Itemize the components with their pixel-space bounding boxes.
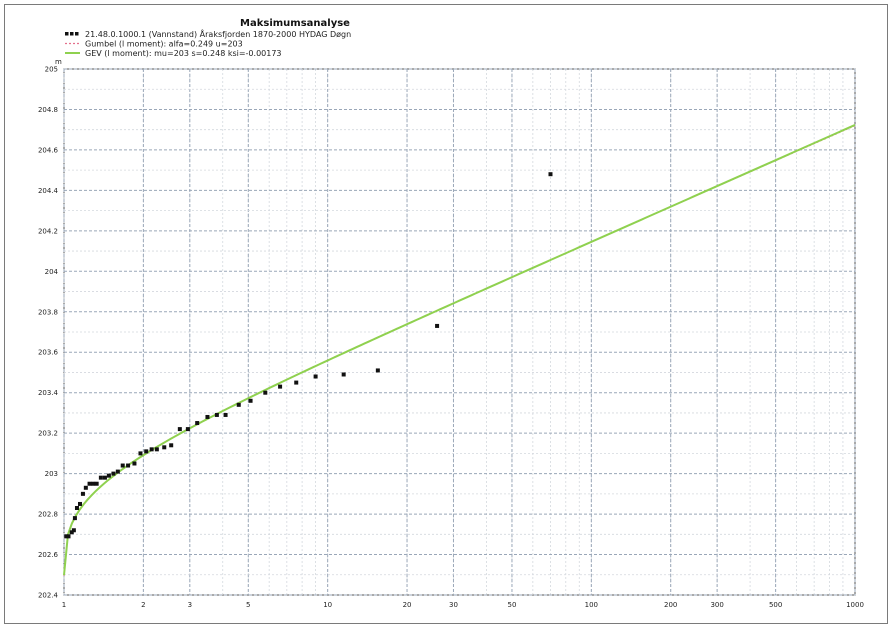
data-point [71,528,76,533]
data-point [132,461,137,466]
data-point [177,427,182,432]
data-point [83,485,88,490]
data-point [102,475,107,480]
legend-marker [70,32,74,36]
data-point [80,491,85,496]
y-tick-label: 203.4 [38,389,59,397]
data-point [248,398,253,403]
data-point [294,380,299,385]
x-tick-label: 5 [246,601,250,609]
x-tick-label: 3 [188,601,192,609]
data-point [278,384,283,389]
data-point [106,473,111,478]
y-tick-label: 202.6 [38,551,59,559]
data-point [195,421,200,426]
data-point [138,451,143,456]
data-point [214,412,219,417]
data-point [149,447,154,452]
axes: 1 2 3 5 10 20 30 50 100 200 300 500 1000 202.4 202.6 20… [38,66,864,610]
y-tick-label: 204 [45,268,59,276]
legend-entry: Gumbel (l moment): alfa=0.249 u=203 [85,40,243,49]
legend-entry: GEV (l moment): mu=203 s=0.248 ksi=-0.00… [85,49,282,58]
data-point [548,172,553,177]
data-point [69,530,74,535]
data-point [263,390,268,395]
y-tick-label: 202.4 [38,592,59,600]
data-point [375,368,380,373]
legend-marker [65,32,69,36]
data-point [169,443,174,448]
legend-entry: 21.48.0.1000.1 (Vannstand) Åraksfjorden … [85,28,351,39]
grid [63,68,856,596]
legend-marker [75,32,79,36]
x-tick-label: 50 [508,601,517,609]
data-point [91,481,96,486]
x-tick-label: 500 [769,601,782,609]
y-tick-label: 205 [45,66,58,74]
x-tick-label: 2 [141,601,145,609]
x-tick-label: 10 [323,601,332,609]
y-tick-label: 203 [45,470,58,478]
data-point [154,447,159,452]
data-point [341,372,346,377]
x-tick-label: 100 [585,601,598,609]
y-tick-label: 204.6 [38,146,59,154]
data-point [120,463,125,468]
data-point [98,475,103,480]
chart-title: Maksimumsanalyse [240,18,350,29]
data-point [435,323,440,328]
chart-frame: 1 2 3 5 10 20 30 50 100 200 300 500 1000 202.4 202.6 20… [4,4,888,624]
data-point [185,427,190,432]
data-point [205,414,210,419]
data-point [236,402,241,407]
chart-svg: 1 2 3 5 10 20 30 50 100 200 300 500 1000 202.4 202.6 20… [38,18,864,610]
y-axis-label: m [55,58,62,66]
x-tick-label: 20 [403,601,412,609]
x-tick-label: 1 [62,601,66,609]
data-point [313,374,318,379]
data-point [64,534,69,539]
data-point [74,506,79,511]
x-tick-label: 30 [449,601,458,609]
y-tick-label: 203.8 [38,308,58,316]
x-tick-label: 300 [710,601,723,609]
data-point [144,449,149,454]
data-point [78,501,83,506]
plot-area [63,68,856,596]
data-points [64,172,553,539]
data-point [223,412,228,417]
y-tick-label: 202.8 [38,511,58,519]
data-point [72,516,77,521]
data-point [115,469,120,474]
y-tick-label: 203.6 [38,349,59,357]
x-tick-label: 1000 [846,601,864,609]
y-tick-label: 204.4 [38,187,59,195]
x-tick-label: 200 [664,601,677,609]
data-point [111,471,116,476]
y-tick-label: 204.2 [38,227,58,235]
data-point [94,481,99,486]
data-point [87,481,92,486]
y-tick-label: 203.2 [38,430,58,438]
data-point [162,445,167,450]
data-point [126,463,131,468]
y-tick-label: 204.8 [38,106,58,114]
data-point [66,534,71,539]
legend: 21.48.0.1000.1 (Vannstand) Åraksfjorden … [65,28,351,58]
